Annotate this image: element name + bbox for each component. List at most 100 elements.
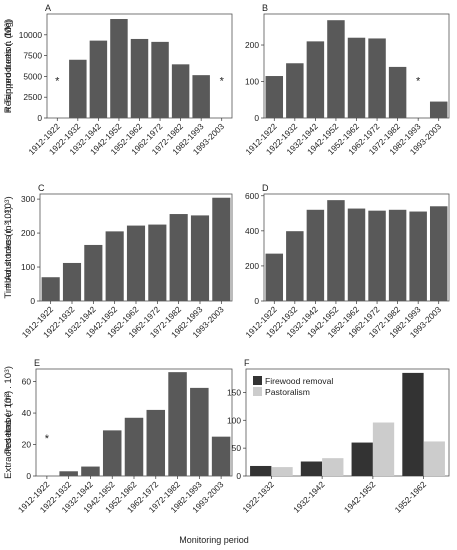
panel-c-ytick-label: 300 — [21, 194, 35, 204]
panel-b-bar — [368, 38, 386, 118]
panel-a-ytick-label: 5000 — [23, 71, 42, 81]
panel-f-ylabel: Pesetas (. 103) — [3, 391, 14, 454]
panel-d-ytick-label: 200 — [245, 261, 259, 271]
panel-e-bar — [81, 466, 100, 476]
panel-d-bar — [265, 253, 284, 301]
panel-a-letter: A — [45, 3, 51, 13]
panel-b-bar — [327, 20, 345, 119]
panel-e-bar — [190, 387, 209, 476]
panel-f-bar — [423, 441, 445, 476]
panel-c-ylabel: Timber stocks (m3 . 103) — [3, 196, 14, 298]
panel-f-legend-swatch — [253, 376, 262, 385]
panel-b-bar — [429, 101, 448, 118]
panel-b-bar — [388, 66, 407, 118]
panel-d-ytick-label: 600 — [245, 191, 259, 201]
panel-e-ytick-label: 20 — [22, 440, 32, 450]
panel-e-letter: E — [34, 358, 40, 368]
panel-a-bar — [171, 64, 190, 118]
panel-f-ytick-label: 0 — [236, 471, 241, 481]
panel-a-ytick-label: 0 — [37, 113, 42, 123]
panel-f-bar — [300, 461, 323, 476]
panel-d-ytick-label: 400 — [245, 226, 259, 236]
panel-e-bar — [146, 409, 166, 476]
panel-a-bar — [130, 38, 149, 118]
panel-e-missing-marker: * — [45, 433, 50, 445]
figure-xlabel: Monitoring period — [179, 535, 249, 545]
panel-c-ytick-label: 100 — [21, 262, 35, 272]
panel-f-ytick-label: 50 — [232, 443, 242, 453]
panel-e-ytick-label: 40 — [22, 408, 32, 418]
panel-f-xtick-label: 1922-1932 — [240, 479, 276, 515]
panel-c-bar — [41, 277, 60, 301]
panel-a-ytick-label: 7500 — [23, 51, 42, 61]
panel-b-bar — [306, 41, 325, 118]
panel-a-ylabel: Resin production (Mg) — [3, 19, 14, 113]
panel-c-bar — [190, 215, 210, 301]
panel-f-bar — [271, 467, 293, 476]
panel-a-ytick-label: 10000 — [19, 30, 43, 40]
panel-f-xtick-label: 1932-1942 — [291, 479, 327, 515]
panel-f-frame — [245, 368, 450, 477]
panel-b-bar — [265, 76, 284, 118]
panel-d-bar — [429, 206, 448, 301]
panel-d-bar — [347, 208, 366, 301]
panel-b-missing-marker: * — [416, 76, 421, 88]
panel-c-letter: C — [38, 183, 45, 193]
panel-c-bar — [126, 225, 146, 301]
panel-e-bar — [211, 436, 231, 476]
panel-d-ylabel: # Adult trees (. 103) — [3, 206, 14, 288]
panel-e-ytick-label: 0 — [26, 471, 31, 481]
panel-f-xtick-label: 1942-1952 — [342, 479, 378, 515]
panel-c-ytick-label: 200 — [21, 228, 35, 238]
panel-e-bar — [168, 372, 187, 476]
panel-c-bar — [169, 214, 188, 301]
panel-a-bar — [110, 18, 128, 118]
panel-c-bar — [148, 224, 167, 301]
panel-a-ytick-label: 2500 — [23, 92, 42, 102]
panel-b-ytick-label: 200 — [245, 40, 259, 50]
panel-d-bar — [368, 210, 386, 301]
panel-a-bar — [151, 41, 169, 118]
panel-f-bar — [351, 442, 373, 476]
panel-e-bar — [59, 471, 78, 476]
panel-c-bar — [212, 197, 231, 301]
panel-d-bar — [306, 209, 325, 301]
panel-d-bar — [388, 209, 407, 301]
panel-f-legend-label: Pastoralism — [265, 387, 310, 397]
panel-b-bar — [347, 37, 366, 118]
panel-a-bar — [69, 59, 87, 118]
panel-b-ytick-label: 100 — [245, 77, 259, 87]
panel-b-bar — [286, 63, 304, 118]
panel-c-bar — [105, 231, 124, 301]
panel-e-ylabel: Extracted timber (m3 . 103) — [3, 366, 14, 479]
panel-f-bar — [402, 372, 424, 476]
panel-d-letter: D — [262, 183, 269, 193]
panel-d-ytick-label: 0 — [254, 296, 259, 306]
panel-f-letter: F — [244, 358, 250, 368]
panel-f-legend-swatch — [253, 387, 262, 396]
panel-a-bar — [192, 75, 210, 118]
panel-e-bar — [124, 417, 144, 476]
panel-e-bar — [102, 430, 122, 476]
panel-c-bar — [84, 244, 103, 301]
panel-b-ytick-label: 0 — [254, 113, 259, 123]
panel-e-ytick-label: 60 — [22, 377, 32, 387]
panel-d-bar — [409, 211, 427, 301]
panel-d-bar — [327, 200, 345, 301]
panel-f-ytick-label: 100 — [227, 415, 241, 425]
panel-f-legend-label: Firewood removal — [265, 376, 333, 386]
panel-a-bar — [89, 40, 108, 118]
panel-b-ylabel: # Tapped trees (. 103) — [3, 20, 14, 112]
panel-c-bar — [62, 262, 82, 301]
panel-b-letter: B — [262, 3, 268, 13]
panel-f-bar — [322, 458, 344, 476]
panel-c-ytick-label: 0 — [30, 296, 35, 306]
panel-a-missing-marker: * — [55, 76, 60, 88]
panel-f-bar — [372, 422, 395, 476]
panel-f-xtick-label: 1952-1962 — [393, 479, 429, 515]
panel-f-ytick-label: 150 — [227, 387, 241, 397]
panel-d-bar — [286, 231, 304, 301]
panel-f-bar — [250, 465, 272, 476]
panel-a-missing-marker: * — [220, 76, 225, 88]
